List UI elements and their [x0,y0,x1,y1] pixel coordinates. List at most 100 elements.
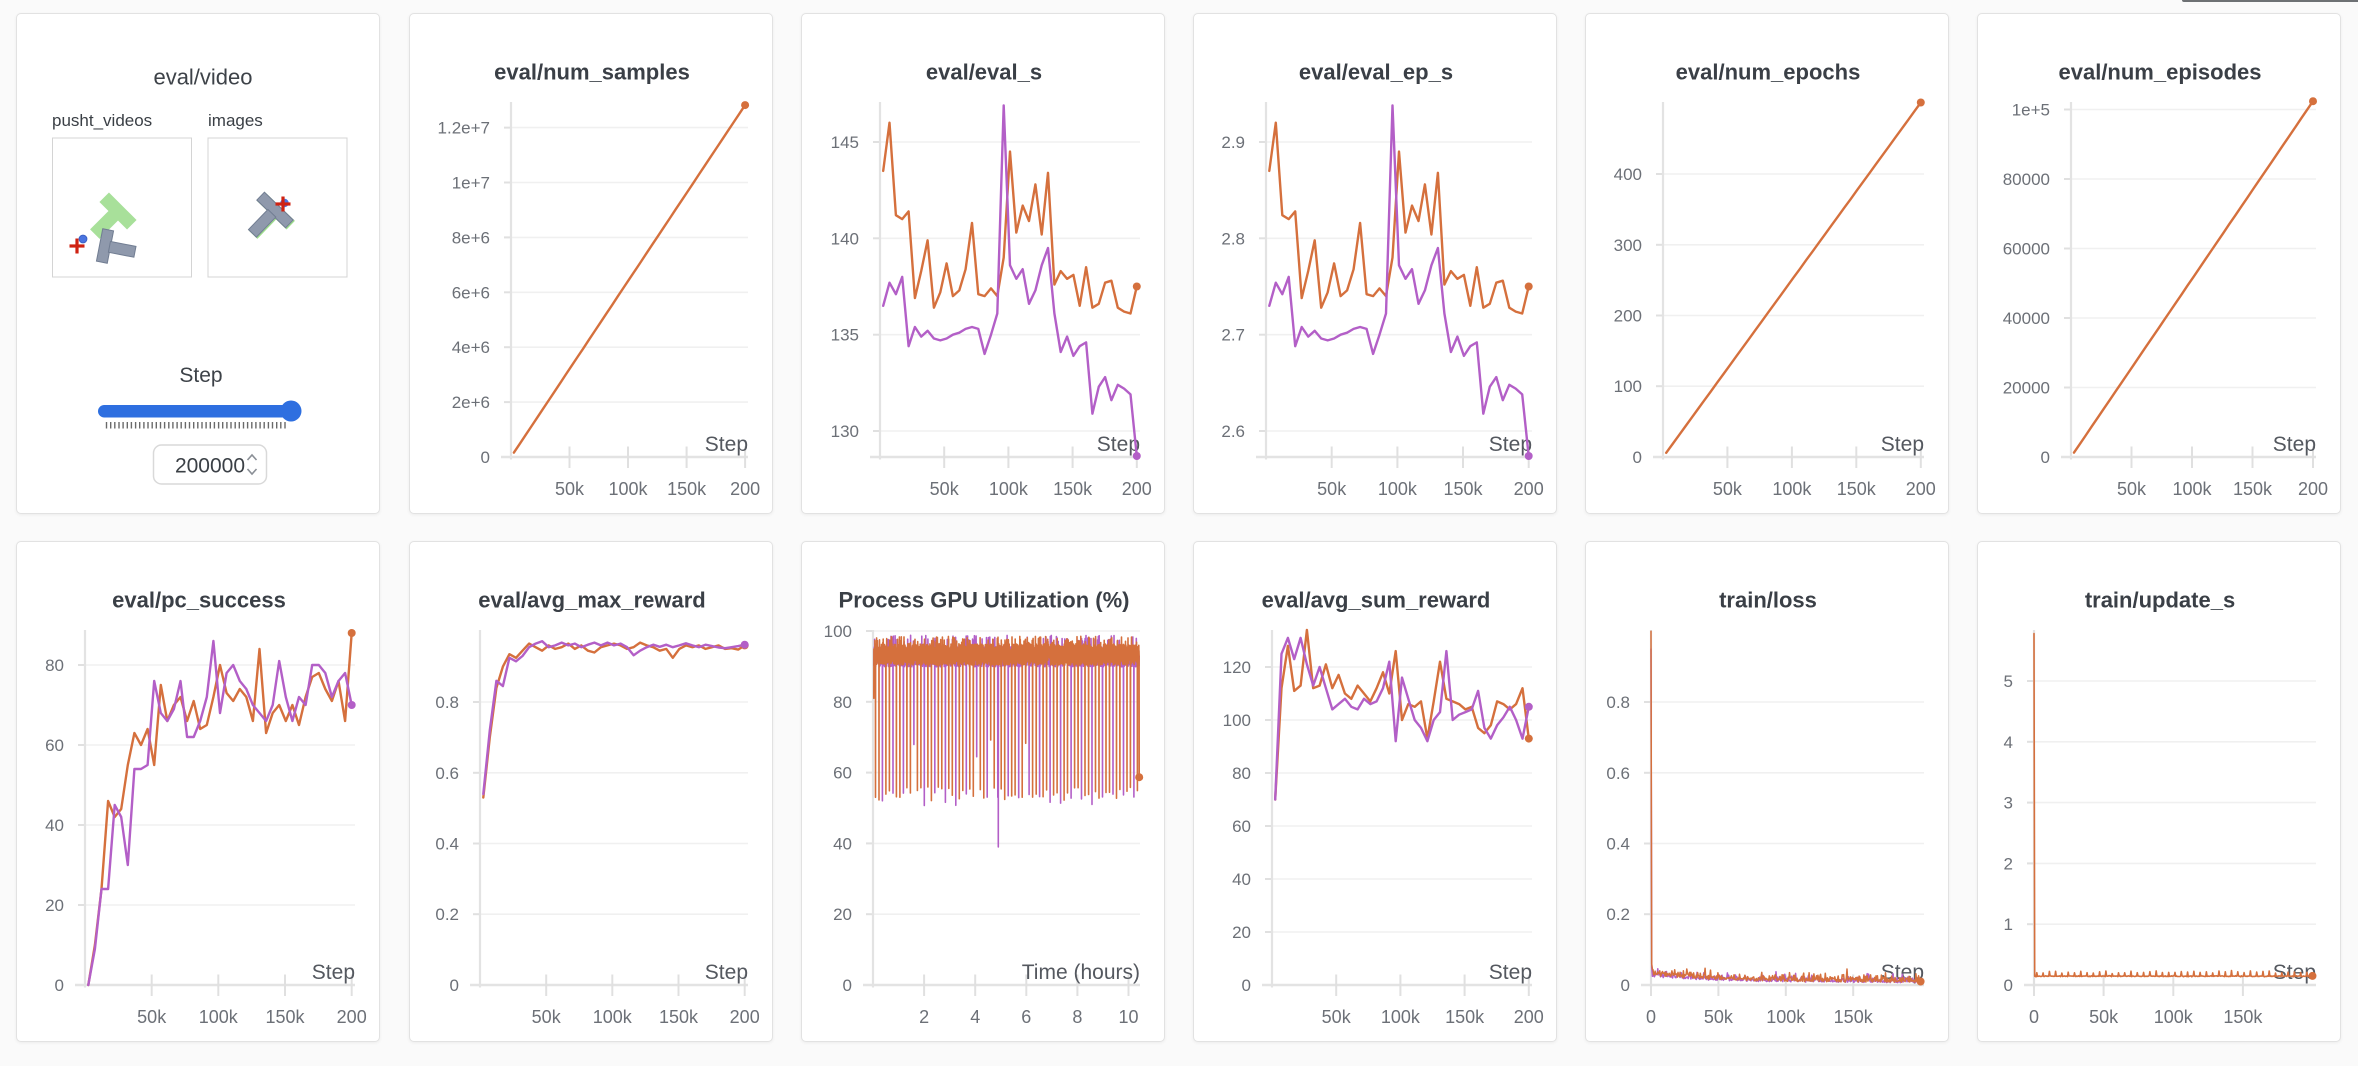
svg-text:150k: 150k [1445,1007,1485,1027]
svg-text:130: 130 [831,422,859,441]
svg-text:200: 200 [2298,479,2328,499]
svg-text:Step: Step [1097,433,1140,456]
svg-text:Step: Step [1881,433,1924,456]
svg-text:Process GPU Utilization (%): Process GPU Utilization (%) [839,588,1130,613]
svg-text:60: 60 [45,736,64,755]
svg-text:50k: 50k [555,479,585,499]
svg-text:150k: 150k [1837,479,1877,499]
svg-text:20: 20 [833,905,852,924]
svg-text:50k: 50k [1713,479,1743,499]
svg-text:150k: 150k [1053,479,1093,499]
svg-text:50k: 50k [2089,1007,2119,1027]
svg-text:0: 0 [2041,448,2050,467]
svg-text:eval/video: eval/video [153,65,252,90]
svg-text:Step: Step [312,961,355,984]
svg-text:0.4: 0.4 [435,835,459,854]
svg-text:2: 2 [2004,854,2013,873]
svg-text:Step: Step [705,961,748,984]
svg-text:150k: 150k [2223,1007,2263,1027]
svg-text:100k: 100k [199,1007,239,1027]
svg-text:train/loss: train/loss [1719,588,1817,613]
svg-text:200: 200 [1514,1007,1544,1027]
svg-text:eval/num_epochs: eval/num_epochs [1676,60,1861,85]
svg-text:100: 100 [824,622,852,641]
svg-text:0: 0 [1242,976,1251,995]
svg-text:1: 1 [2004,915,2013,934]
svg-text:0: 0 [1633,448,1642,467]
svg-text:Step: Step [179,364,222,387]
svg-text:eval/pc_success: eval/pc_success [112,588,286,613]
svg-text:50k: 50k [137,1007,167,1027]
svg-text:4e+6: 4e+6 [452,338,490,357]
svg-text:0: 0 [843,976,852,995]
svg-text:80: 80 [833,693,852,712]
svg-text:6: 6 [1021,1007,1031,1027]
svg-text:2.7: 2.7 [1221,326,1245,345]
svg-text:20: 20 [1232,923,1251,942]
svg-text:100k: 100k [608,479,648,499]
svg-text:300: 300 [1614,236,1642,255]
svg-text:60000: 60000 [2003,240,2050,259]
svg-text:150k: 150k [667,479,707,499]
svg-text:2.8: 2.8 [1221,229,1245,248]
svg-text:200: 200 [730,479,760,499]
svg-text:80: 80 [1232,764,1251,783]
svg-text:100k: 100k [1381,1007,1421,1027]
svg-text:0.2: 0.2 [435,905,459,924]
svg-text:50k: 50k [930,479,960,499]
svg-text:Step: Step [705,433,748,456]
svg-text:1e+5: 1e+5 [2012,101,2050,120]
svg-text:100k: 100k [1378,479,1418,499]
svg-text:eval/eval_s: eval/eval_s [926,60,1042,85]
svg-text:eval/avg_max_reward: eval/avg_max_reward [478,588,706,613]
svg-text:400: 400 [1614,165,1642,184]
svg-text:5: 5 [2004,672,2013,691]
svg-text:150k: 150k [2233,479,2273,499]
svg-text:200: 200 [337,1007,367,1027]
svg-text:50k: 50k [1322,1007,1352,1027]
svg-text:0: 0 [55,976,64,995]
svg-text:120: 120 [1223,658,1251,677]
svg-text:50k: 50k [1704,1007,1734,1027]
svg-text:0: 0 [2004,976,2013,995]
svg-text:0: 0 [481,448,490,467]
svg-text:100k: 100k [2172,479,2212,499]
svg-text:eval/num_samples: eval/num_samples [494,60,690,85]
svg-text:0: 0 [2029,1007,2039,1027]
svg-text:150k: 150k [1443,479,1483,499]
svg-text:100k: 100k [1772,479,1812,499]
svg-text:images: images [208,111,263,130]
svg-text:100k: 100k [593,1007,633,1027]
svg-text:50k: 50k [1317,479,1347,499]
svg-text:2e+6: 2e+6 [452,393,490,412]
svg-text:2.6: 2.6 [1221,422,1245,441]
svg-text:Step: Step [1489,961,1532,984]
svg-text:20000: 20000 [2003,379,2050,398]
svg-text:1.2e+7: 1.2e+7 [438,119,490,138]
svg-text:80000: 80000 [2003,170,2050,189]
svg-text:8e+6: 8e+6 [452,228,490,247]
svg-text:150k: 150k [659,1007,699,1027]
svg-text:train/update_s: train/update_s [2085,588,2235,613]
svg-text:0: 0 [1646,1007,1656,1027]
svg-text:200: 200 [730,1007,760,1027]
svg-text:100: 100 [1223,711,1251,730]
svg-text:60: 60 [833,764,852,783]
svg-text:8: 8 [1072,1007,1082,1027]
svg-text:145: 145 [831,133,859,152]
svg-text:200: 200 [1122,479,1152,499]
svg-text:0.2: 0.2 [1606,905,1630,924]
svg-text:200: 200 [1614,307,1642,326]
svg-text:0.6: 0.6 [1606,764,1630,783]
svg-text:50k: 50k [2117,479,2147,499]
svg-text:20: 20 [45,896,64,915]
svg-text:60: 60 [1232,817,1251,836]
svg-text:80: 80 [45,656,64,675]
svg-text:100k: 100k [2154,1007,2194,1027]
svg-text:pusht_videos: pusht_videos [52,111,152,130]
svg-text:Step: Step [1489,433,1532,456]
svg-text:100k: 100k [1766,1007,1806,1027]
svg-text:2: 2 [919,1007,929,1027]
svg-text:3: 3 [2004,794,2013,813]
svg-text:0.8: 0.8 [1606,693,1630,712]
